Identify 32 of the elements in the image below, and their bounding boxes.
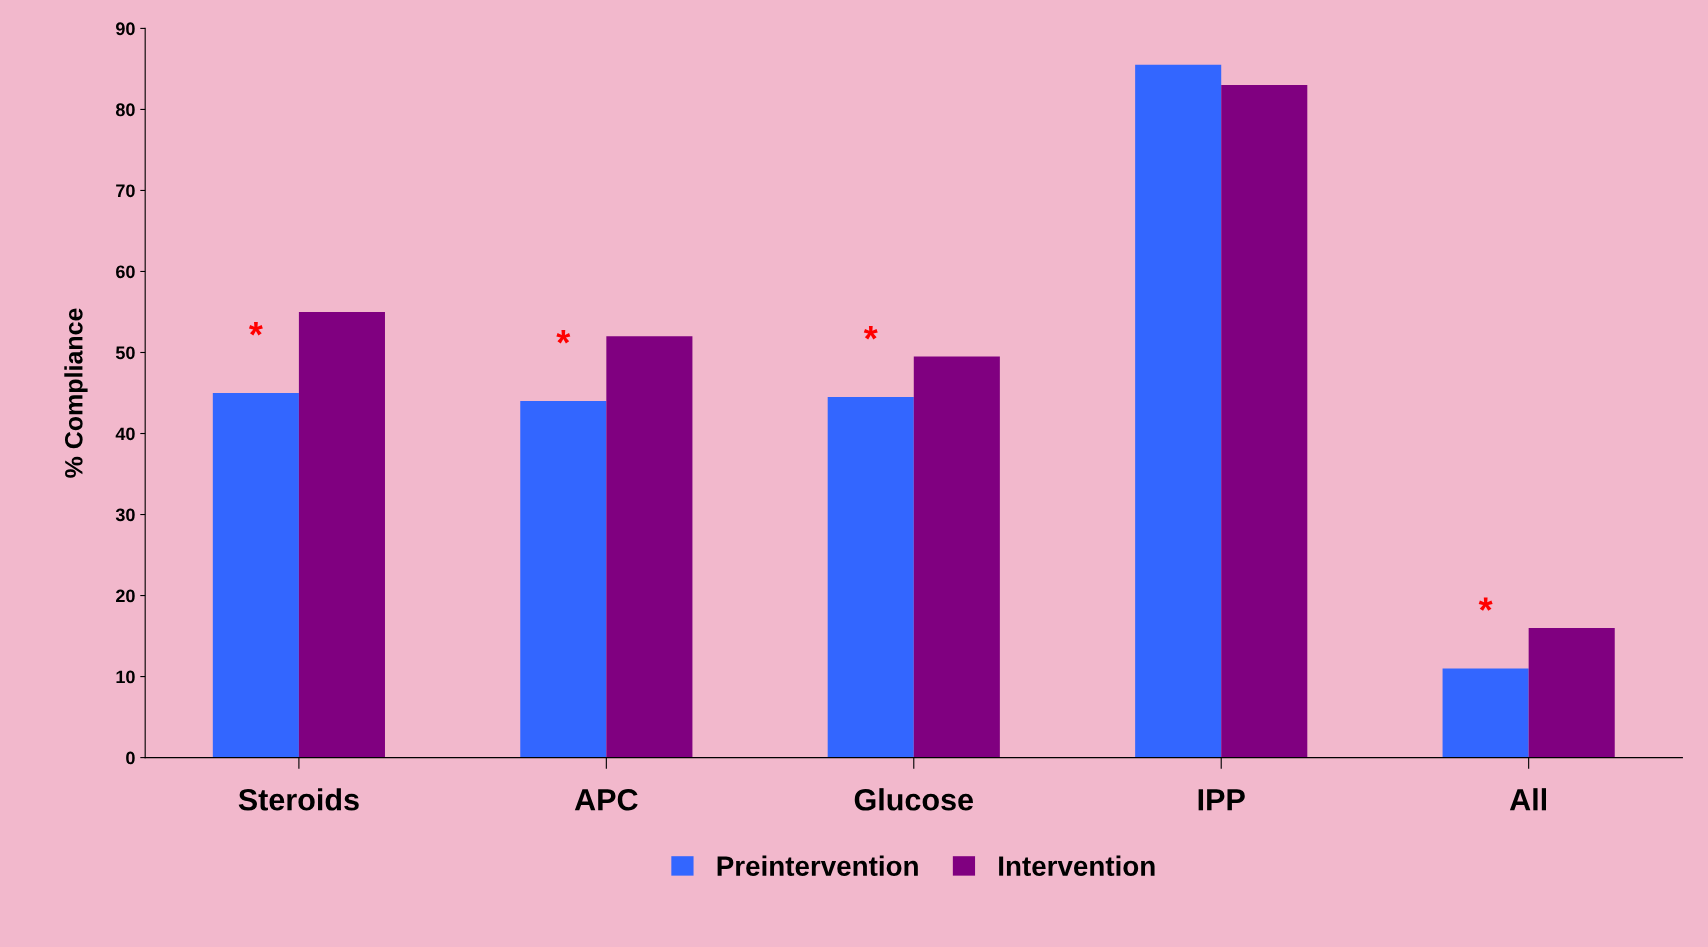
bar	[298, 311, 385, 758]
bar	[1442, 668, 1529, 758]
annotation: *	[1478, 597, 1493, 611]
y-tick-label: 30	[115, 508, 135, 522]
annotation: *	[863, 326, 878, 340]
bar	[827, 397, 914, 758]
bar	[606, 336, 693, 758]
x-tick-label: Glucose	[854, 788, 974, 811]
bar	[520, 401, 607, 758]
y-tick-label: 60	[116, 265, 135, 279]
y-tick-label: 10	[116, 670, 135, 684]
y-tick-label: 70	[116, 184, 135, 198]
annotation: *	[556, 330, 571, 344]
annotation: *	[248, 321, 263, 336]
y-tick-label: 90	[116, 22, 135, 36]
bar	[212, 393, 299, 758]
x-tick-label: APC	[574, 788, 638, 811]
y-tick-label: 80	[115, 103, 135, 117]
bar	[913, 356, 1000, 758]
y-tick-label: 50	[115, 346, 135, 360]
x-tick-label: Steroids	[238, 788, 359, 811]
bar	[1221, 85, 1308, 758]
bar	[1135, 64, 1222, 758]
legend-label: Intervention	[999, 855, 1155, 876]
legend-label: Preintervention	[717, 855, 918, 876]
y-tick-label: 0	[126, 751, 135, 765]
y-tick-label: 20	[116, 589, 135, 603]
x-tick-label: IPP	[1198, 789, 1245, 811]
y-tick-label: 40	[115, 427, 135, 441]
y-axis-title: % Compliance	[64, 308, 88, 478]
bar	[1528, 627, 1615, 758]
x-tick-label: All	[1509, 788, 1547, 811]
